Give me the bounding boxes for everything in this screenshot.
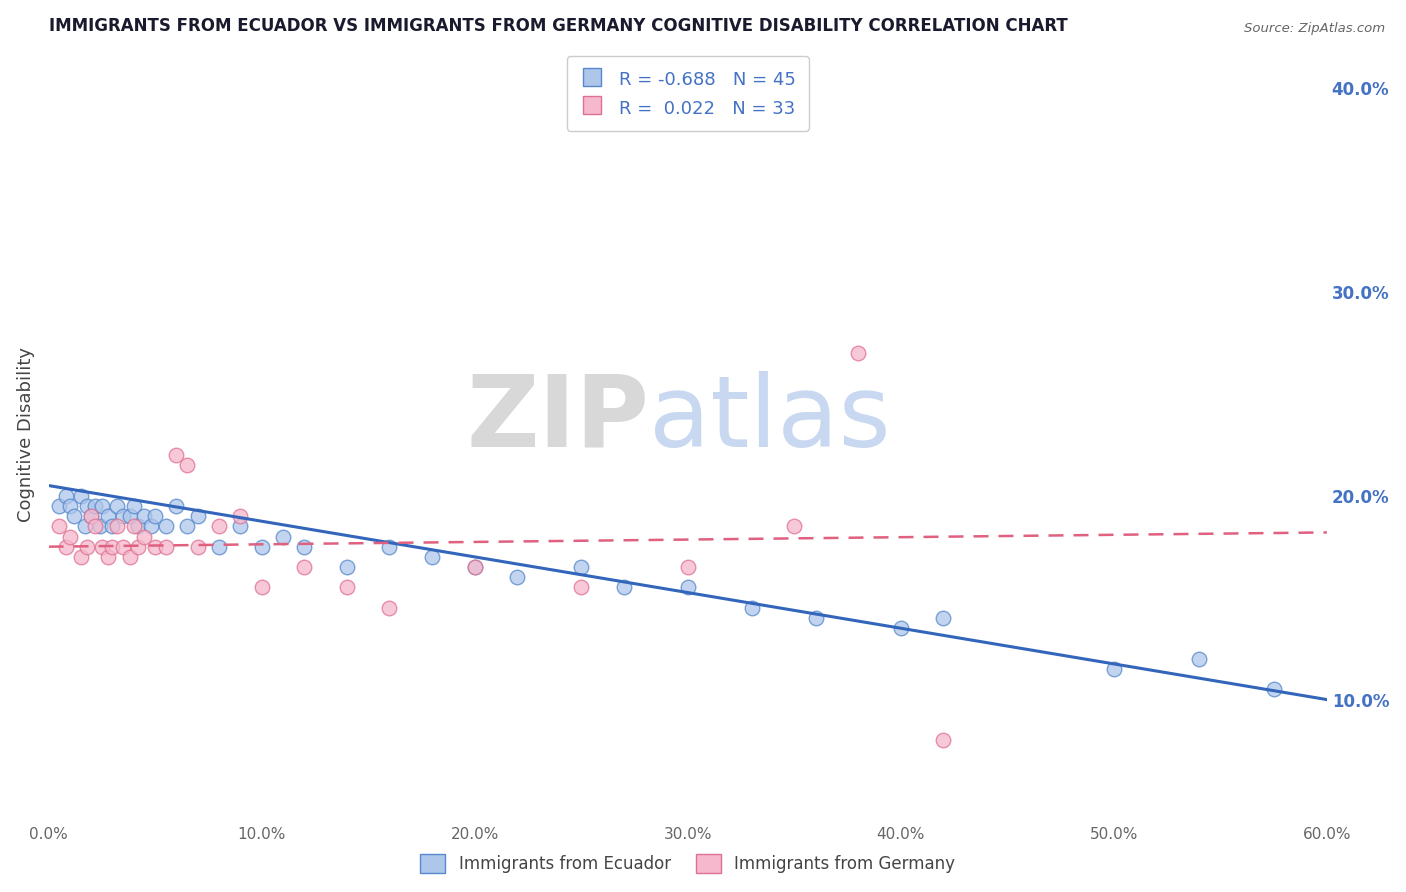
Point [464,560,486,574]
Point [250,540,273,554]
Point [59,529,82,543]
Point [804,611,827,625]
Point [101,540,124,554]
Point [105,499,128,513]
Point [48,499,70,513]
Point [846,346,869,360]
Point [1102,662,1125,676]
Point [90,499,112,513]
Point [569,560,592,574]
Point [63,509,86,524]
Point [165,448,187,462]
Point [118,549,141,564]
Point [76,499,98,513]
Point [76,540,98,554]
Point [176,519,198,533]
Point [84,519,107,533]
Text: ZIP: ZIP [467,370,650,467]
Point [80,509,103,524]
Point [613,581,636,595]
Point [105,519,128,533]
Point [890,621,912,635]
Point [112,509,135,524]
Point [336,560,359,574]
Point [118,509,141,524]
Point [97,509,120,524]
Point [69,489,91,503]
Point [127,519,149,533]
Y-axis label: Cognitive Disability: Cognitive Disability [17,347,35,522]
Text: IMMIGRANTS FROM ECUADOR VS IMMIGRANTS FROM GERMANY COGNITIVE DISABILITY CORRELAT: IMMIGRANTS FROM ECUADOR VS IMMIGRANTS FR… [49,17,1067,35]
Point [676,560,699,574]
Text: atlas: atlas [650,370,891,467]
Point [229,509,252,524]
Point [48,519,70,533]
Point [97,549,120,564]
Point [187,509,209,524]
Point [676,581,699,595]
Point [187,540,209,554]
Point [176,458,198,472]
Point [122,519,145,533]
Point [73,519,96,533]
Point [1188,652,1211,666]
Point [741,600,763,615]
Point [292,540,315,554]
Point [134,529,156,543]
Point [165,499,187,513]
Point [122,499,145,513]
Point [101,519,124,533]
Point [208,519,231,533]
Text: Source: ZipAtlas.com: Source: ZipAtlas.com [1244,22,1385,36]
Point [134,509,156,524]
Point [84,499,107,513]
Point [932,611,955,625]
Point [378,600,401,615]
Point [155,540,177,554]
Point [336,581,359,595]
Point [1263,682,1285,697]
Point [378,540,401,554]
Point [69,549,91,564]
Point [139,519,162,533]
Point [155,519,177,533]
Point [143,540,166,554]
Point [506,570,529,584]
Point [569,581,592,595]
Point [55,540,77,554]
Point [229,519,252,533]
Point [783,519,806,533]
Point [932,733,955,747]
Point [80,509,103,524]
Point [271,529,294,543]
Point [59,499,82,513]
Legend: Immigrants from Ecuador, Immigrants from Germany: Immigrants from Ecuador, Immigrants from… [411,844,965,883]
Point [55,489,77,503]
Point [292,560,315,574]
Point [112,540,135,554]
Point [250,581,273,595]
Point [208,540,231,554]
Point [127,540,149,554]
Point [143,509,166,524]
Point [420,549,443,564]
Point [89,519,111,533]
Point [464,560,486,574]
Point [90,540,112,554]
